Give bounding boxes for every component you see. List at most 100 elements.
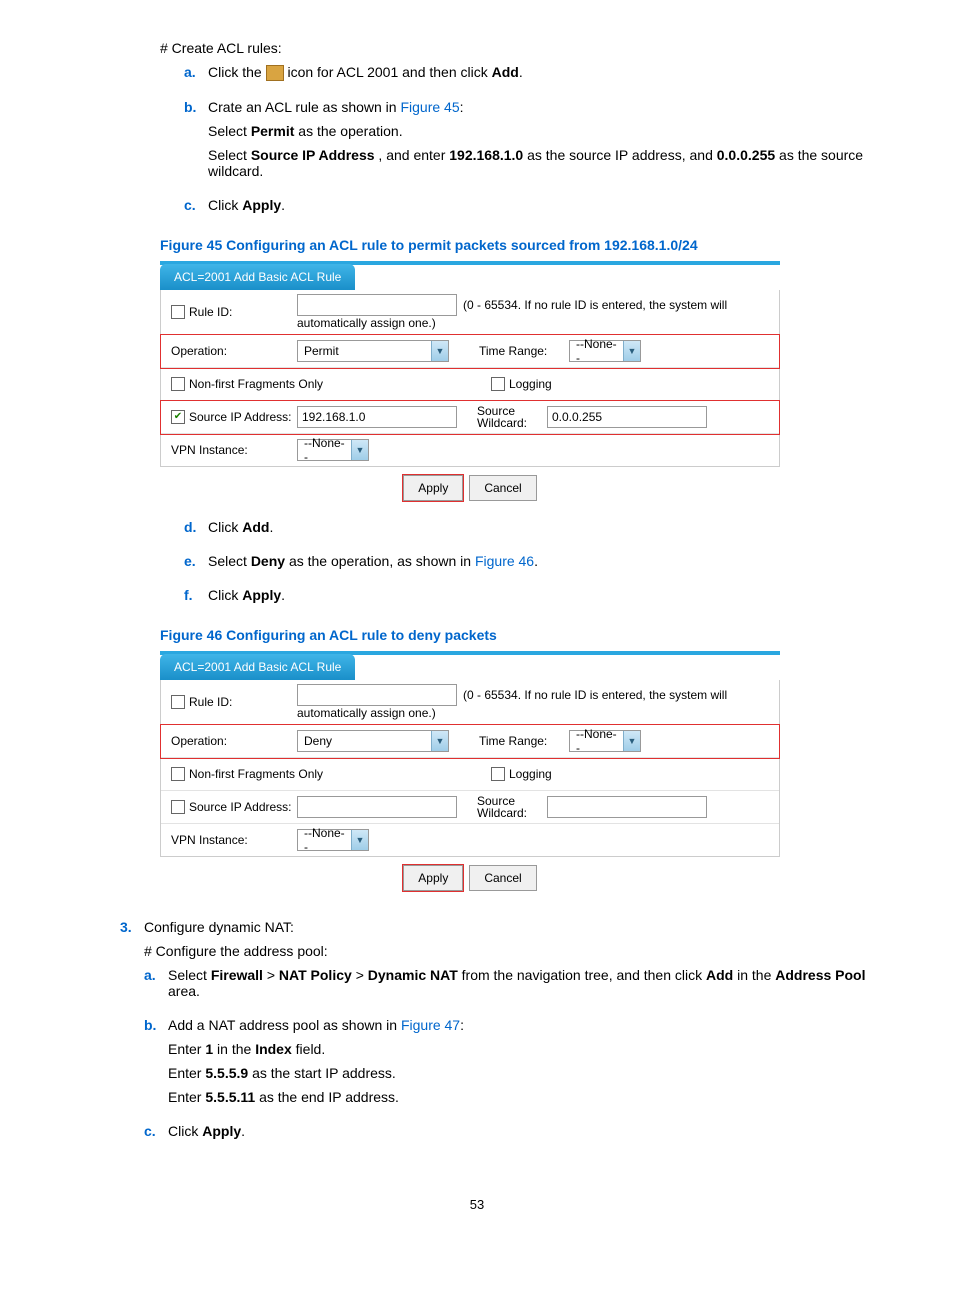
step-c: c. Click Apply. <box>184 197 894 221</box>
text: as the start IP address. <box>252 1065 396 1081</box>
rule-id-label: Rule ID: <box>189 695 232 709</box>
text-bold: Dynamic NAT <box>368 967 458 983</box>
text: icon for ACL 2001 and then click <box>287 64 491 80</box>
text: . <box>534 553 538 569</box>
apply-button[interactable]: Apply <box>403 475 463 501</box>
figure-link[interactable]: Figure 45 <box>400 99 459 115</box>
rule-id-label: Rule ID: <box>189 305 232 319</box>
text-bold: NAT Policy <box>279 967 352 983</box>
vpn-label: VPN Instance: <box>171 833 297 847</box>
source-ip-input[interactable] <box>297 796 457 818</box>
acl-tab[interactable]: ACL=2001 Add Basic ACL Rule <box>160 654 355 680</box>
text: in the <box>217 1041 255 1057</box>
step-b: b. Crate an ACL rule as shown in Figure … <box>184 99 894 187</box>
figure45-caption: Figure 45 Configuring an ACL rule to per… <box>160 237 894 253</box>
rule-id-hint-bottom: automatically assign one.) <box>297 706 436 720</box>
text: > <box>267 967 279 983</box>
vpn-label: VPN Instance: <box>171 443 297 457</box>
step-a: a. Click the icon for ACL 2001 and then … <box>184 64 894 89</box>
operation-select[interactable]: Deny ▼ <box>297 730 449 752</box>
time-range-select[interactable]: --None-- ▼ <box>569 730 641 752</box>
marker-d: d. <box>184 519 208 543</box>
apply-button[interactable]: Apply <box>403 865 463 891</box>
text: as the end IP address. <box>259 1089 399 1105</box>
text-bold: 1 <box>205 1041 213 1057</box>
step-f: f. Click Apply. <box>184 587 894 611</box>
marker-e: e. <box>184 553 208 577</box>
text: Click <box>208 197 242 213</box>
marker-a: a. <box>184 64 208 89</box>
text: . <box>519 64 523 80</box>
text: in the <box>737 967 775 983</box>
rule-id-input[interactable] <box>297 684 457 706</box>
step-3b: b. Add a NAT address pool as shown in Fi… <box>144 1017 894 1113</box>
text-bold: 5.5.5.9 <box>205 1065 248 1081</box>
text: field. <box>296 1041 326 1057</box>
wildcard-input[interactable] <box>547 406 707 428</box>
rule-id-hint-top: (0 - 65534. If no rule ID is entered, th… <box>463 688 727 702</box>
text: Enter <box>168 1065 205 1081</box>
chevron-down-icon: ▼ <box>351 440 368 460</box>
edit-icon <box>266 65 284 81</box>
chevron-down-icon: ▼ <box>431 731 448 751</box>
logging-checkbox[interactable] <box>491 377 505 391</box>
chevron-down-icon: ▼ <box>623 731 640 751</box>
rule-id-checkbox[interactable] <box>171 305 185 319</box>
time-range-value: --None-- <box>570 337 623 365</box>
source-ip-input[interactable] <box>297 406 457 428</box>
page-number: 53 <box>60 1197 894 1212</box>
text-bold: Add <box>706 967 733 983</box>
rule-id-input[interactable] <box>297 294 457 316</box>
logging-label: Logging <box>509 377 552 391</box>
source-ip-checkbox[interactable]: ✔ <box>171 410 185 424</box>
text-bold: Apply <box>242 587 281 603</box>
logging-checkbox[interactable] <box>491 767 505 781</box>
text: area. <box>168 983 200 999</box>
text: as the source IP address, and <box>527 147 717 163</box>
vpn-select[interactable]: --None-- ▼ <box>297 829 369 851</box>
text: Add a NAT address pool as shown in <box>168 1017 401 1033</box>
operation-select[interactable]: Permit ▼ <box>297 340 449 362</box>
text-bold: 5.5.5.11 <box>205 1089 255 1105</box>
operation-value: Permit <box>298 344 431 358</box>
text: . <box>241 1123 245 1139</box>
intro-create-rules: # Create ACL rules: <box>160 40 894 56</box>
step-d: d. Click Add. <box>184 519 894 543</box>
section3-sub: # Configure the address pool: <box>144 943 894 959</box>
text-bold: Firewall <box>211 967 263 983</box>
step-3: 3. Configure dynamic NAT: # Configure th… <box>120 919 894 1157</box>
operation-value: Deny <box>298 734 431 748</box>
chevron-down-icon: ▼ <box>351 830 368 850</box>
acl-tab[interactable]: ACL=2001 Add Basic ACL Rule <box>160 264 355 290</box>
text: Crate an ACL rule as shown in <box>208 99 400 115</box>
source-ip-checkbox[interactable] <box>171 800 185 814</box>
step-e: e. Select Deny as the operation, as show… <box>184 553 894 577</box>
time-range-value: --None-- <box>570 727 623 755</box>
text-bold: Permit <box>251 123 295 139</box>
logging-label: Logging <box>509 767 552 781</box>
text: Select <box>208 147 251 163</box>
text-bold: Add <box>492 64 519 80</box>
text: Enter <box>168 1089 205 1105</box>
figure-link[interactable]: Figure 46 <box>475 553 534 569</box>
text: , and enter <box>378 147 449 163</box>
cancel-button[interactable]: Cancel <box>469 865 536 891</box>
cancel-button[interactable]: Cancel <box>469 475 536 501</box>
vpn-select[interactable]: --None-- ▼ <box>297 439 369 461</box>
nonfirst-checkbox[interactable] <box>171 377 185 391</box>
text: from the navigation tree, and then click <box>462 967 706 983</box>
text: : <box>460 99 464 115</box>
source-ip-label: Source IP Address: <box>189 410 292 424</box>
rule-id-checkbox[interactable] <box>171 695 185 709</box>
chevron-down-icon: ▼ <box>623 341 640 361</box>
section3-title: Configure dynamic NAT: <box>144 919 894 935</box>
time-range-select[interactable]: --None-- ▼ <box>569 340 641 362</box>
marker-3: 3. <box>120 919 144 1157</box>
figure-link[interactable]: Figure 47 <box>401 1017 460 1033</box>
text: as the operation. <box>298 123 402 139</box>
marker-c: c. <box>184 197 208 221</box>
wildcard-input[interactable] <box>547 796 707 818</box>
nonfirst-label: Non-first Fragments Only <box>189 377 323 391</box>
text-bold: Source IP Address <box>251 147 375 163</box>
nonfirst-checkbox[interactable] <box>171 767 185 781</box>
